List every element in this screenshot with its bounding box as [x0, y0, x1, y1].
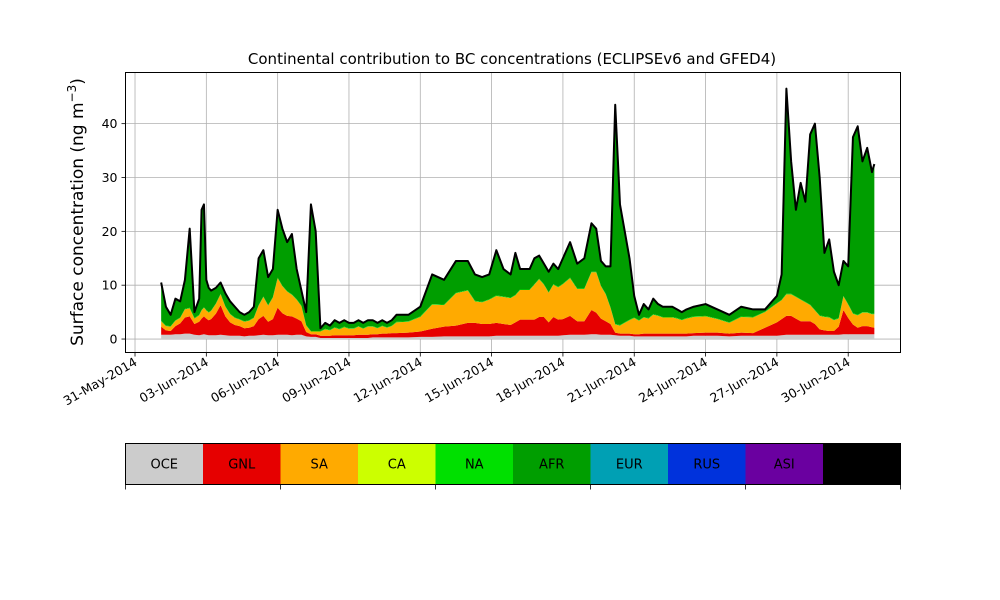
x-tick-label: 09-Jun-2014: [279, 354, 353, 405]
legend-label-na: NA: [465, 458, 484, 473]
legend-swatch-asi: [745, 443, 823, 485]
region-colorbar-legend: OCE GNL SA CA NA AFR EUR RUS ASI AUS: [125, 443, 901, 490]
area-series-sa: [161, 272, 875, 336]
legend-swatch-rus: [668, 443, 746, 485]
y-tick-label: 10: [102, 278, 118, 293]
legend-swatch-oce: [125, 443, 203, 485]
legend-frame: [125, 443, 901, 485]
total-concentration-line: [160, 87, 876, 330]
legend-label-gnl: GNL: [228, 458, 256, 473]
x-tick-label: 24-Jun-2014: [636, 354, 710, 405]
y-axis-ticks: 0 10 20 30 40: [102, 116, 126, 347]
legend-swatch-aus: [823, 443, 901, 485]
x-tick-label: 31-May-2014: [61, 354, 140, 408]
stacked-area-layer: [161, 88, 875, 340]
y-axis-label-suffix: ): [68, 78, 88, 85]
legend-swatch-sa: [280, 443, 358, 485]
x-axis-ticks: 31-May-201403-Jun-201406-Jun-201409-Jun-…: [61, 352, 853, 408]
x-tick-label: 18-Jun-2014: [493, 354, 567, 405]
legend-swatch-ca: [358, 443, 436, 485]
y-axis-label: Surface concentration (ng m−3): [65, 78, 88, 346]
area-series-gnl: [161, 305, 875, 338]
x-tick-label: 03-Jun-2014: [137, 354, 211, 405]
y-tick-label: 20: [102, 224, 118, 239]
legend-label-asi: ASI: [774, 458, 795, 473]
y-tick-label: 0: [110, 332, 118, 347]
legend-label-sa: SA: [311, 458, 328, 473]
x-tick-label: 12-Jun-2014: [351, 354, 425, 405]
legend-label-rus: RUS: [693, 458, 720, 473]
chart-title: Continental contribution to BC concentra…: [248, 50, 776, 68]
plot-frame: [125, 72, 901, 353]
area-series-afr: [161, 88, 875, 331]
y-tick-label: 40: [102, 116, 118, 131]
x-tick-label: 21-Jun-2014: [565, 354, 639, 405]
area-series-oce: [161, 333, 875, 340]
x-tick-label: 06-Jun-2014: [208, 354, 282, 405]
area-series-na: [161, 271, 875, 332]
legend-swatch-afr: [513, 443, 591, 485]
x-tick-label: 15-Jun-2014: [422, 354, 496, 405]
legend-label-aus: AUS: [848, 458, 875, 473]
legend-swatch-na: [435, 443, 513, 485]
legend-label-afr: AFR: [539, 458, 564, 473]
y-tick-label: 30: [102, 170, 118, 185]
y-axis-label-exponent: −3: [65, 85, 79, 103]
legend-label-eur: EUR: [616, 458, 643, 473]
total-line-layer: [160, 87, 876, 330]
legend-swatch-gnl: [203, 443, 281, 485]
x-tick-label: 27-Jun-2014: [707, 354, 781, 405]
x-tick-label: 30-Jun-2014: [779, 354, 853, 405]
legend-label-ca: CA: [388, 458, 406, 473]
legend-label-oce: OCE: [150, 458, 178, 473]
legend-swatch-eur: [590, 443, 668, 485]
